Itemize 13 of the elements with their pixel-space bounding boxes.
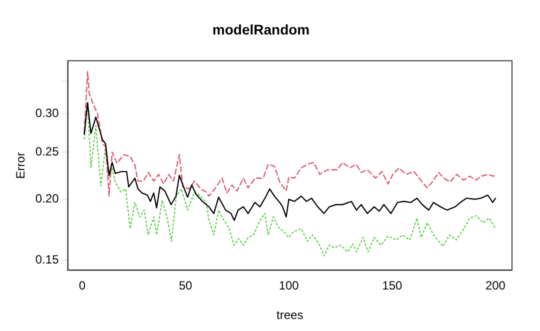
x-tick-label: 0	[78, 278, 86, 293]
x-tick-label: 200	[485, 278, 506, 293]
x-tick-label: 50	[178, 278, 193, 293]
y-tick-label: 0.30	[35, 106, 60, 120]
x-tick-label: 150	[382, 278, 402, 293]
y-tick-label: 0.20	[35, 192, 60, 206]
line-series	[84, 70, 496, 197]
y-tick-label: 0.25	[35, 144, 60, 158]
chart-title: modelRandom	[212, 21, 310, 38]
x-axis-title: trees	[276, 308, 304, 322]
y-axis-title: Error	[14, 152, 28, 179]
x-tick-label: 100	[278, 278, 300, 293]
y-tick-label: 0.15	[35, 252, 60, 266]
